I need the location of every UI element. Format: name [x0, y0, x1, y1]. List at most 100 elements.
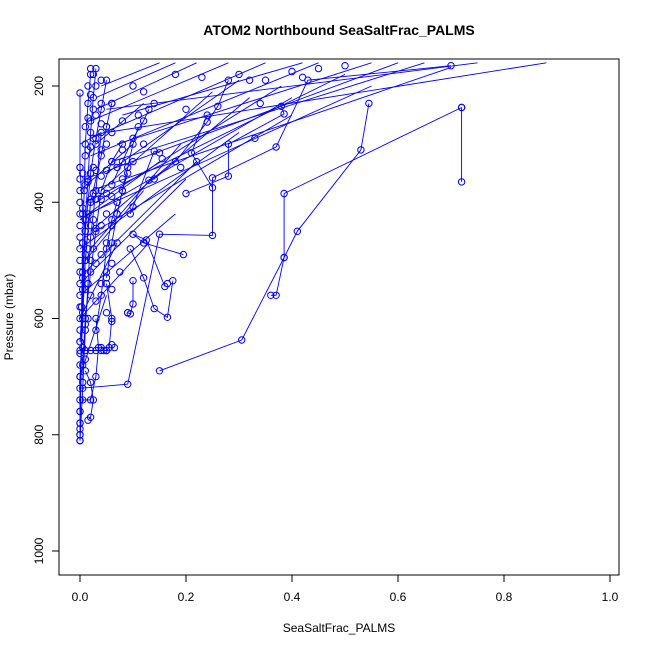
data-point: [118, 146, 127, 154]
series-line: [101, 62, 160, 87]
x-tick-label: 0.6: [390, 590, 407, 604]
data-point: [163, 313, 172, 321]
data-point: [235, 70, 243, 79]
data-point: [92, 195, 100, 204]
data-point: [280, 253, 288, 262]
data-point: [79, 378, 87, 387]
y-axis-label: Pressure (mbar): [2, 274, 16, 361]
series-line: [111, 109, 150, 185]
data-point: [129, 140, 137, 148]
data-point: [86, 64, 95, 73]
data-point: [89, 70, 98, 79]
data-point: [81, 285, 90, 294]
data-point: [208, 174, 217, 182]
y-tick-label: 800: [32, 424, 46, 444]
data-point: [142, 236, 151, 244]
data-point: [92, 297, 100, 305]
data-point: [163, 279, 172, 288]
data-point: [79, 343, 87, 352]
data-point: [108, 221, 116, 230]
data-point: [293, 227, 301, 236]
data-point: [92, 82, 100, 90]
data-point: [150, 99, 158, 108]
data-point: [155, 367, 164, 375]
series-line: [82, 318, 99, 401]
data-point: [76, 256, 84, 265]
series-line: [116, 126, 139, 214]
data-point: [76, 303, 84, 311]
series-line: [185, 106, 285, 194]
data-point: [76, 279, 84, 288]
data-point: [92, 134, 100, 143]
data-point: [76, 338, 84, 346]
data-point: [102, 268, 111, 276]
x-axis: 0.0 0.2 0.4 0.6 0.8 1.0: [72, 574, 619, 604]
data-point: [76, 198, 84, 207]
data-point: [108, 314, 116, 323]
series-line: [79, 242, 150, 319]
series-line: [95, 62, 197, 110]
data-point: [86, 268, 95, 276]
data-point: [86, 346, 95, 355]
data-point: [198, 73, 206, 82]
data-point: [118, 157, 127, 166]
series-line: [85, 114, 293, 238]
data-point: [89, 245, 98, 253]
data-point: [97, 76, 105, 84]
data-point: [86, 291, 95, 299]
data-point: [251, 134, 259, 143]
data-point: [102, 239, 111, 247]
data-point: [92, 326, 100, 334]
data-point: [155, 230, 164, 238]
data-point: [81, 256, 90, 265]
series-line: [79, 242, 118, 319]
series-line: [90, 66, 452, 192]
data-point: [86, 195, 95, 204]
data-point: [79, 204, 87, 212]
data-point: [76, 372, 84, 381]
data-point: [102, 210, 111, 218]
data-point: [277, 102, 286, 111]
data-point: [102, 76, 111, 84]
data-point: [97, 99, 105, 108]
data-point: [129, 230, 137, 238]
data-point: [92, 259, 100, 267]
data-point: [457, 178, 466, 186]
data-point: [81, 123, 90, 131]
data-point: [179, 250, 188, 259]
data-point: [150, 175, 158, 183]
data-point: [92, 166, 100, 175]
data-point: [341, 61, 349, 70]
data-point: [76, 221, 84, 230]
data-point: [129, 82, 137, 90]
data-point: [76, 268, 84, 276]
x-tick-label: 0.0: [72, 590, 89, 604]
data-point: [139, 274, 148, 282]
data-point: [118, 186, 127, 195]
data-point: [84, 416, 92, 424]
data-point: [92, 111, 100, 119]
data-point: [129, 203, 137, 211]
data-point: [288, 67, 296, 76]
data-point: [76, 291, 84, 299]
data-point: [81, 227, 90, 236]
data-point: [76, 396, 84, 404]
x-tick-label: 1.0: [602, 590, 619, 604]
data-point: [208, 184, 217, 192]
x-tick-label: 0.4: [284, 590, 301, 604]
series-line: [79, 132, 240, 250]
data-point: [79, 309, 87, 317]
data-point: [86, 117, 95, 125]
data-point: [145, 105, 153, 114]
data-point: [108, 128, 116, 137]
data-point: [76, 431, 84, 439]
series-line: [106, 79, 240, 174]
data-point: [116, 268, 124, 276]
plot-area-border: [58, 58, 620, 576]
series-line: [87, 85, 372, 215]
data-point: [84, 314, 92, 323]
data-point: [113, 163, 121, 172]
data-point: [79, 285, 87, 294]
data-point: [187, 149, 196, 157]
data-point: [124, 309, 132, 317]
